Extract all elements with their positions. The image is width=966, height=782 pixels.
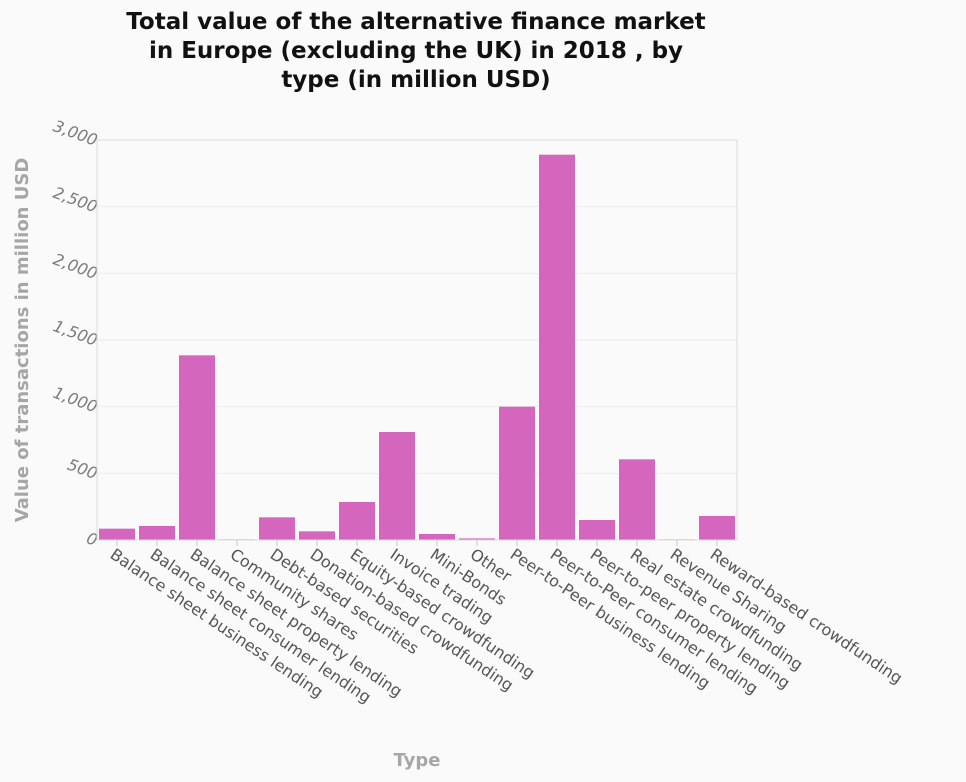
x-axis-label: Type [394,750,441,771]
y-tick-labels: 0 500 1,000 1,500 2,000 2,500 3,000 [51,116,101,550]
bar [619,459,655,540]
bar [539,154,575,540]
bar [579,520,615,540]
y-tick-label: 2,500 [51,183,101,217]
bar [339,502,375,540]
plot-frame [96,139,738,541]
bar [139,526,175,540]
bar [499,406,535,540]
y-tick-label: 1,500 [51,316,101,350]
bar [419,534,455,540]
y-tick-label: 500 [65,455,100,483]
y-tick-label: 1,000 [51,383,101,417]
chart-title-line-2: in Europe (excluding the UK) in 2018 , b… [149,38,683,64]
chart-title-line-1: Total value of the alternative finance m… [126,9,705,35]
bar [459,538,495,540]
bar [99,528,135,540]
y-tick-label: 0 [84,528,100,549]
y-axis-label: Value of transactions in million USD [12,158,33,523]
bar [259,517,295,540]
chart-title-line-3: type (in million USD) [281,67,550,93]
bar [379,432,415,540]
y-tick-label: 2,000 [51,250,101,284]
bar [299,531,335,540]
bar [699,516,735,540]
y-tick-label: 3,000 [51,116,101,150]
bar [179,355,215,540]
bars [99,154,735,541]
